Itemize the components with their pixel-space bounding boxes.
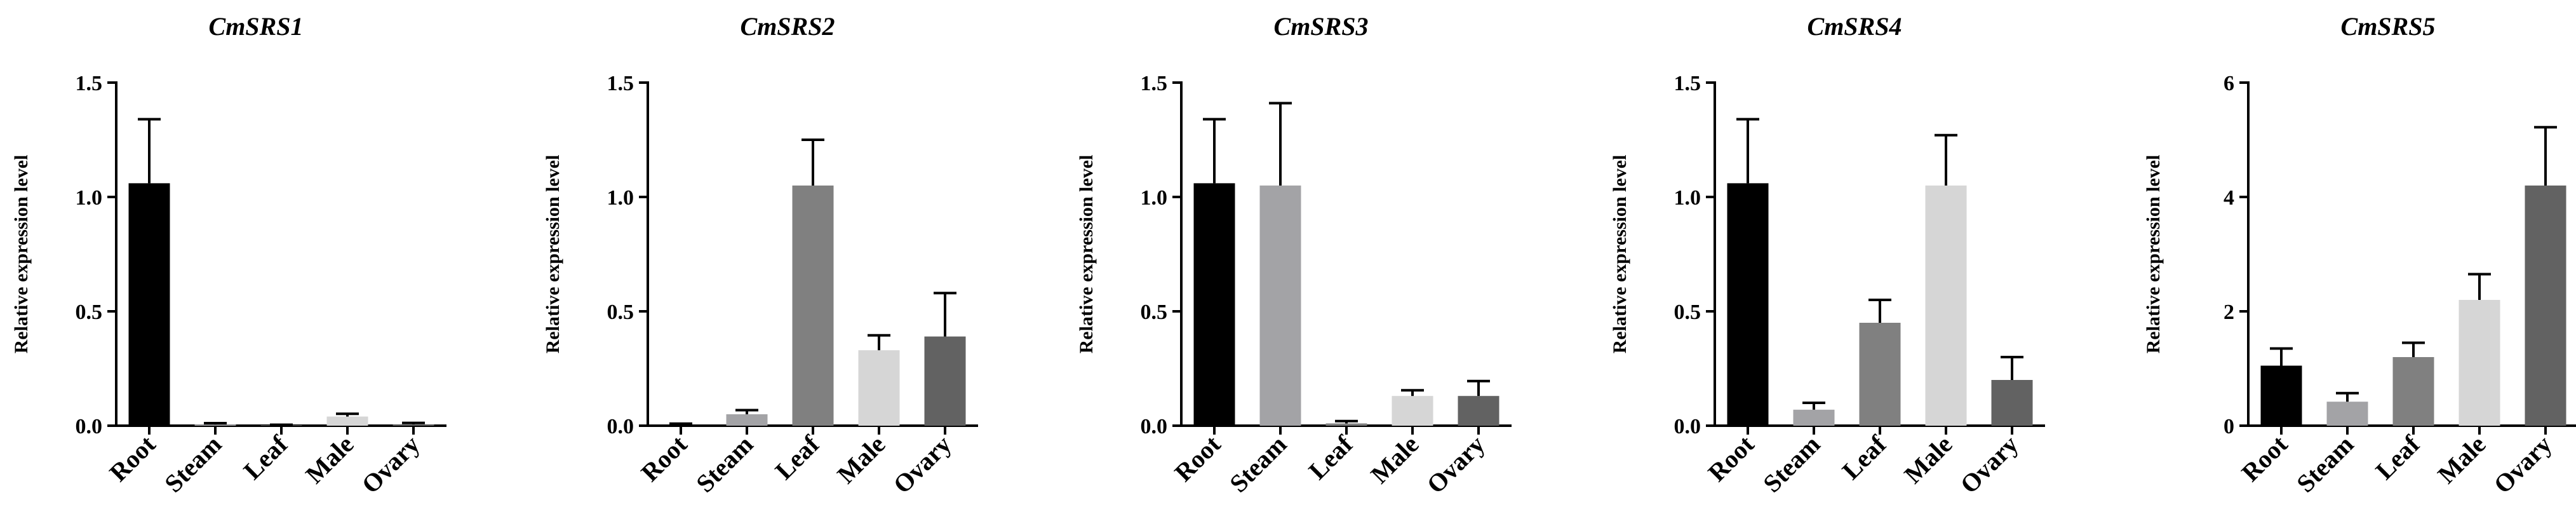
bar-male [858,350,900,426]
y-axis-label: Relative expression level [1076,155,1097,354]
x-tick-label: Steam [2291,430,2359,498]
bar-male [326,416,368,426]
bar-male [2459,300,2500,426]
y-tick-label: 1.0 [607,186,634,210]
bar-leaf [1859,323,1901,426]
bar-ovary [1458,396,1499,426]
y-tick-label: 1.5 [1674,72,1701,95]
bar-steam [2326,402,2368,426]
x-tick-label: Leaf [2370,430,2425,485]
x-tick-label: Steam [1224,430,1292,498]
x-tick-label: Steam [690,430,758,498]
bar-steam [194,424,236,426]
x-tick-label: Steam [159,430,227,498]
bar-male [1392,396,1433,426]
x-tick-label: Root [635,430,692,487]
y-tick-label: 0.5 [76,301,103,324]
chart-panel-3: CmSRS3 Relative expression level 0.0 0.5 1.0… [1076,12,1512,499]
y-tick-label: 0.5 [1674,301,1701,324]
bar-male [1925,186,1967,426]
y-tick-label: 0.0 [76,415,103,438]
chart-panel-1: CmSRS1 Relative expression level 0.0 0.5 1.0… [11,12,446,499]
bar-leaf [1325,423,1367,426]
bar-ovary [924,336,966,426]
x-tick-label: Male [831,430,890,489]
y-axis-label: Relative expression level [1609,155,1630,354]
bar-root [660,424,702,426]
y-tick-label: 2 [2224,301,2234,324]
x-tick-label: Root [1169,430,1226,487]
bar-leaf [792,186,834,426]
y-tick-label: 0.0 [1141,415,1168,438]
x-tick-label: Male [1365,430,1424,489]
x-tick-label: Ovary [2488,430,2558,499]
chart-panel-5: CmSRS5 Relative expression level 0 2 4 6 RootS… [2143,12,2576,499]
bar-ovary [1991,380,2033,426]
y-tick-label: 1.0 [1141,186,1168,210]
x-tick-label: Ovary [1421,430,1491,499]
x-tick-label: Leaf [238,430,293,485]
x-tick-label: Ovary [1955,430,2024,499]
chart-panel-2: CmSRS2 Relative expression level 0.0 0.5 1.0… [542,12,978,499]
bar-ovary [392,424,434,426]
bar-leaf [2392,357,2434,426]
x-tick-label: Ovary [888,430,957,499]
x-tick-label: Root [104,430,161,487]
bar-root [1193,183,1235,426]
y-tick-label: 6 [2224,72,2234,95]
chart-title: CmSRS5 [2341,12,2436,41]
y-axis-label: Relative expression level [11,155,32,354]
x-tick-label: Leaf [770,430,825,485]
chart-title: CmSRS3 [1274,12,1369,41]
bar-steam [1793,409,1835,426]
chart-title: CmSRS1 [209,12,304,41]
y-axis-label: Relative expression level [542,155,563,354]
y-tick-label: 0.0 [607,415,634,438]
y-tick-label: 0 [2224,415,2234,438]
bar-steam [1259,186,1301,426]
x-tick-label: Male [1898,430,1957,489]
chart-panel-4: CmSRS4 Relative expression level 0.0 0.5 1.0… [1609,12,2045,499]
y-tick-label: 1.5 [607,72,634,95]
y-tick-label: 4 [2224,186,2234,210]
chart-title: CmSRS2 [741,12,835,41]
x-tick-label: Ovary [356,430,426,499]
x-tick-label: Male [2432,430,2491,489]
y-tick-label: 1.5 [1141,72,1168,95]
x-tick-label: Root [2236,430,2293,487]
x-tick-label: Male [300,430,359,489]
y-tick-label: 0.5 [607,301,634,324]
y-tick-label: 1.5 [76,72,103,95]
y-tick-label: 1.0 [1674,186,1701,210]
bar-root [2260,365,2302,426]
y-axis-label: Relative expression level [2143,155,2164,354]
y-tick-label: 1.0 [76,186,103,210]
y-tick-label: 0.5 [1141,301,1168,324]
x-tick-label: Leaf [1837,430,1892,485]
x-tick-label: Root [1702,430,1759,487]
x-tick-label: Leaf [1303,430,1358,485]
bar-steam [726,414,768,426]
chart-title: CmSRS4 [1808,12,1902,41]
bar-root [128,183,170,426]
y-tick-label: 0.0 [1674,415,1701,438]
bar-ovary [2525,186,2566,426]
bar-root [1727,183,1769,426]
x-tick-label: Steam [1757,430,1825,498]
